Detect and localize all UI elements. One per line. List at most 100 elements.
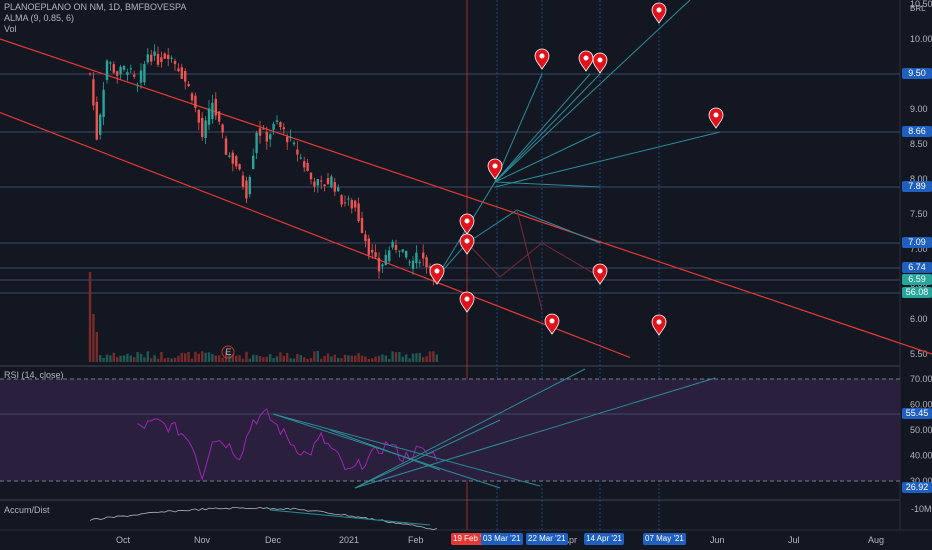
accum-dist-line bbox=[89, 506, 437, 531]
rsi-tick-label: 40.00 bbox=[910, 451, 932, 461]
map-pin-hole bbox=[464, 218, 470, 224]
map-pin-shape bbox=[544, 313, 560, 335]
candle-body bbox=[248, 176, 251, 195]
candle-body bbox=[102, 89, 105, 118]
candle-body bbox=[170, 57, 173, 59]
candle-body bbox=[405, 250, 408, 258]
volume-bar bbox=[156, 358, 160, 362]
candle-body bbox=[136, 84, 139, 86]
candle-body bbox=[411, 260, 415, 269]
volume-bar bbox=[109, 355, 112, 362]
candle-body bbox=[167, 54, 170, 60]
candle-body bbox=[303, 161, 306, 168]
volume-bar bbox=[316, 351, 319, 362]
candle-body bbox=[231, 152, 234, 164]
map-pin-icon bbox=[544, 313, 560, 335]
candle-body bbox=[306, 162, 309, 171]
candle-body bbox=[150, 54, 153, 62]
candle-body bbox=[112, 64, 115, 73]
volume-bar bbox=[255, 355, 258, 362]
rsi-legend[interactable]: RSI (14, close) bbox=[4, 370, 64, 380]
candle-body bbox=[371, 249, 374, 253]
channel-upper-line bbox=[0, 38, 932, 355]
map-pin-icon bbox=[534, 48, 550, 70]
projection-line bbox=[494, 131, 601, 183]
volume-bar bbox=[177, 355, 180, 362]
candle-body bbox=[177, 68, 180, 72]
map-pin-shape bbox=[708, 107, 724, 129]
candle-body bbox=[119, 66, 122, 75]
candle-body bbox=[422, 252, 425, 259]
earnings-marker bbox=[221, 345, 235, 359]
candle-body bbox=[282, 127, 285, 130]
volume-bar bbox=[211, 353, 214, 362]
candle-body bbox=[360, 218, 364, 233]
candle-body bbox=[190, 93, 194, 101]
volume-bar bbox=[371, 358, 374, 362]
price-label: 55.45 bbox=[902, 408, 932, 419]
candle-body bbox=[173, 61, 177, 65]
volume-bar bbox=[153, 355, 156, 362]
map-pin-icon bbox=[459, 233, 475, 255]
candle-body bbox=[313, 181, 316, 187]
price-tick-label: 8.50 bbox=[910, 139, 928, 149]
volume-bar bbox=[184, 353, 187, 362]
date-label: 22 Mar '21 bbox=[526, 533, 568, 545]
volume-bar bbox=[102, 358, 105, 362]
price-tick-label: 9.00 bbox=[910, 104, 928, 114]
channel-lower-line bbox=[0, 111, 631, 359]
symbol-legend[interactable]: PLANOEPLANO ON NM, 1D, BMFBOVESPA bbox=[4, 2, 187, 12]
volume-bar bbox=[160, 352, 163, 362]
candle-body bbox=[354, 200, 357, 208]
projection-line bbox=[494, 73, 591, 183]
alma-legend[interactable]: ALMA (9, 0.85, 6) bbox=[4, 13, 75, 23]
volume-bar bbox=[343, 354, 347, 362]
volume-bar bbox=[143, 357, 146, 362]
candle-body bbox=[201, 117, 204, 138]
volume-bar bbox=[173, 357, 177, 362]
volume-bar bbox=[272, 357, 275, 362]
volume-bar bbox=[299, 355, 302, 362]
volume-bar bbox=[377, 355, 381, 362]
volume-bar bbox=[435, 354, 438, 362]
volume-bar bbox=[269, 354, 272, 362]
volume-bar bbox=[388, 358, 391, 362]
volume-bar bbox=[129, 355, 132, 362]
time-axis-label: Feb bbox=[408, 535, 424, 545]
volume-bar bbox=[150, 358, 153, 362]
projection-line bbox=[494, 131, 721, 188]
candle-body bbox=[146, 54, 149, 63]
volume-bar bbox=[146, 351, 149, 362]
volume-bar bbox=[432, 351, 435, 362]
candle-body bbox=[337, 187, 340, 192]
map-pin-icon bbox=[708, 107, 724, 129]
accum-legend[interactable]: Accum/Dist bbox=[4, 505, 50, 515]
rsi-tick-label: 70.00 bbox=[910, 374, 932, 384]
price-label: 7.89 bbox=[902, 181, 932, 192]
volume-bar bbox=[374, 356, 377, 362]
volume-bar bbox=[262, 357, 265, 362]
candle-body bbox=[160, 57, 163, 63]
map-pin-hole bbox=[656, 7, 662, 13]
candle-body bbox=[235, 156, 238, 167]
candle-body bbox=[323, 184, 326, 187]
volume-bar bbox=[194, 351, 197, 362]
rsi-tick-label: 60.00 bbox=[910, 400, 932, 410]
map-pin-icon bbox=[592, 263, 608, 285]
volume-bar bbox=[340, 358, 343, 362]
price-tick-label: 7.50 bbox=[910, 209, 928, 219]
vol-legend[interactable]: Vol bbox=[4, 24, 17, 34]
volume-bar bbox=[326, 353, 330, 362]
candle-body bbox=[320, 180, 323, 182]
map-pin-hole bbox=[583, 55, 589, 61]
candle-body bbox=[95, 101, 98, 140]
candle-body bbox=[99, 114, 102, 135]
volume-bar bbox=[265, 356, 268, 362]
map-pin-shape bbox=[459, 213, 475, 235]
map-pin-icon bbox=[459, 213, 475, 235]
candle-body bbox=[184, 70, 187, 82]
volume-bar bbox=[296, 354, 299, 362]
candle-body bbox=[381, 264, 384, 267]
volume-bar bbox=[99, 355, 102, 362]
